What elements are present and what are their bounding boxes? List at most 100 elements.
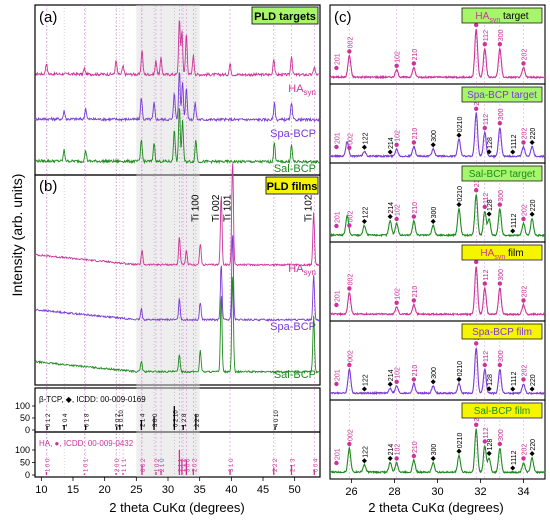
c-ha-label-1-0: 002 (347, 133, 354, 145)
ref-ytick-label-1-2: 100 (15, 445, 30, 455)
badge-pld-films-bg (265, 176, 319, 195)
ref-ha-title: HA, ●, ICDD: 00-009-0432 (39, 439, 134, 448)
series-b-0 (34, 163, 321, 268)
series-label-a-0: HAsyn (288, 83, 316, 97)
c-ha-marker-5-2 (411, 453, 417, 459)
c-tcp-label-5-1: 214 (388, 444, 395, 456)
left-xtick-label-5: 35 (194, 484, 206, 496)
c-ha-label-3-0: 002 (347, 274, 354, 286)
panel-c-label: (c) (334, 9, 352, 26)
ref-y-axis: 0 50 100 0 50 100 (15, 401, 35, 480)
stick-hkl-ref-ha-13: 2 1 3 (291, 458, 297, 472)
c-badge-4: Spa-BCP film (472, 327, 532, 338)
c-tcp-marker-1-5 (510, 149, 516, 155)
c-ha-marker-0-6 (521, 61, 526, 66)
c-extra-marker-4-0 (334, 381, 339, 387)
c-tcp-label-1-3: 0210 (457, 117, 464, 133)
c-ha-marker-4-6 (521, 377, 526, 382)
c-badge-0: HAsyn target (475, 11, 528, 24)
c-extra-label-1-0: 201 (334, 132, 341, 144)
ref-ytick-label-0-0: 0 (25, 425, 30, 435)
c-badge-bg-2 (461, 165, 543, 182)
c-ha-marker-3-5 (497, 281, 503, 286)
c-ha-marker-2-1 (394, 216, 399, 222)
c-ha-label-1-6: 202 (522, 128, 529, 140)
c-tcp-marker-4-4 (486, 386, 492, 392)
left-xtick-label-0: 10 (35, 484, 47, 496)
c-ha-marker-2-5 (497, 202, 503, 207)
series-a-1 (34, 72, 321, 123)
badge-pld-targets-bg (251, 6, 319, 25)
stick-hkl-ref-tcp-8: 1 2 8 (182, 413, 188, 427)
stick-hkl-ref-tcp-7: 0 2 10 (173, 410, 179, 427)
series-a-2 (34, 108, 321, 165)
c-ha-marker-2-2 (411, 214, 417, 219)
c-tcp-marker-4-6 (529, 386, 535, 392)
c-badge-bg-1 (461, 86, 543, 103)
left-xtick-label-8: 50 (289, 484, 301, 496)
c-ha-label-2-3: 211 (474, 176, 481, 187)
c-badge-3: HAsyn film (480, 248, 523, 261)
c-badge-5: Sal-BCP film (474, 406, 531, 417)
series-a-0 (34, 20, 321, 78)
ref-tcp-title: β-TCP, ◆, ICDD: 00-009-0169 (39, 395, 146, 404)
c-tcp-marker-5-1 (387, 455, 393, 461)
c-tcp-marker-5-2 (430, 455, 436, 461)
c-ha-marker-1-2 (411, 140, 417, 145)
badge-pld-targets: PLD targets (254, 11, 316, 23)
c-ha-label-4-5: 300 (498, 350, 505, 362)
stick-hkl-ref-tcp-9: 2 2 0 (195, 413, 201, 427)
c-tcp-marker-4-0 (361, 386, 367, 392)
c-extra-marker-0-0 (334, 65, 339, 71)
shaded-region (136, 5, 200, 477)
c-ha-label-3-2: 210 (412, 286, 419, 298)
c-ha-label-1-4: 112 (483, 114, 490, 125)
c-tcp-label-4-5: 1112 (511, 371, 518, 386)
right-xtick-label-4: 34 (517, 486, 529, 498)
y-axis-label: Intensity (arb. units) (9, 174, 25, 297)
c-ha-label-4-4: 112 (483, 351, 490, 362)
c-tcp-marker-2-0 (361, 218, 367, 224)
c-ha-marker-2-3 (474, 188, 479, 193)
left-xtick-label-4: 30 (162, 484, 174, 496)
c-ha-marker-4-4 (482, 362, 487, 368)
c-extra-label-0-0: 201 (334, 53, 341, 65)
c-extra-label-2-0: 201 (334, 211, 341, 223)
c-ha-marker-5-1 (394, 456, 399, 461)
left-panel: HAsyn Spa-BCP Sal-BCP HAsyn Spa-BCP Sal-BCP T… (9, 4, 321, 515)
x-axis-label-right: 2 theta CuKα (degrees) (368, 500, 503, 515)
c-ha-marker-4-3 (474, 341, 479, 346)
c-series-2 (329, 193, 546, 238)
c-ha-marker-4-5 (497, 362, 503, 368)
ref-ha-frame (34, 431, 321, 478)
c-tcp-label-5-5: 1112 (511, 450, 518, 465)
c-badge-bg-5 (461, 402, 543, 419)
c-ha-marker-2-6 (521, 216, 526, 222)
stick-hkl-ref-ha-12: 2 2 2 (273, 458, 279, 472)
series-label-b-0: HAsyn (288, 263, 316, 277)
c-ha-marker-4-1 (394, 379, 399, 384)
c-tcp-label-2-0: 122 (362, 207, 369, 219)
c-ha-marker-2-4 (482, 204, 487, 210)
ti-label-0: Ti 100 (190, 194, 201, 222)
c-ha-marker-4-2 (411, 377, 417, 382)
stick-hkl-ref-ha-8: 1 1 2 (181, 458, 187, 472)
c-tcp-marker-2-2 (430, 218, 436, 224)
c-tcp-marker-2-5 (510, 228, 516, 234)
c-ha-label-4-6: 202 (522, 365, 529, 377)
right-xtick-label-3: 32 (474, 486, 486, 498)
c-ha-label-0-1: 102 (395, 51, 402, 63)
c-tcp-label-4-4: 128 (487, 374, 494, 386)
stick-hkl-ref-tcp-10: 4 0 10 (274, 410, 280, 427)
stick-hkl-ref-ha-0: 1 0 0 (45, 458, 51, 472)
c-tcp-label-5-0: 122 (362, 446, 369, 458)
c-tcp-label-2-4: 128 (487, 199, 494, 211)
x-axis-label-left: 2 theta CuKα (degrees) (109, 500, 244, 515)
series-label-a-2: Sal-BCP (274, 163, 316, 175)
c-ha-label-3-1: 102 (395, 288, 402, 300)
ti-label-3: Ti 102 (304, 194, 315, 222)
c-ha-marker-3-3 (474, 259, 479, 265)
c-ha-marker-0-3 (474, 22, 479, 28)
c-ha-marker-0-0 (347, 49, 352, 54)
